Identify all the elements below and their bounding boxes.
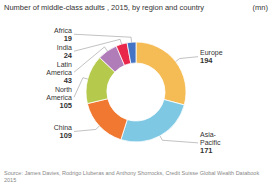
svg-text:Asia-: Asia- xyxy=(200,131,217,138)
svg-text:China: China xyxy=(54,124,72,131)
svg-text:194: 194 xyxy=(200,56,213,65)
svg-text:Europe: Europe xyxy=(200,49,223,57)
svg-text:Latin: Latin xyxy=(57,61,72,68)
svg-text:Pacific: Pacific xyxy=(200,139,221,146)
svg-text:America: America xyxy=(46,69,72,76)
svg-text:171: 171 xyxy=(200,146,213,155)
svg-text:43: 43 xyxy=(64,76,72,85)
svg-text:19: 19 xyxy=(64,34,72,43)
svg-text:America: America xyxy=(46,94,72,101)
html-text:(mn): (mn) xyxy=(252,2,268,12)
html-text:Source: James Davies, Rodrigo: Source: James Davies, Rodrigo Lluberas a… xyxy=(4,170,260,183)
svg-text:24: 24 xyxy=(64,51,73,60)
svg-text:North: North xyxy=(55,86,72,93)
svg-text:Africa: Africa xyxy=(54,27,72,34)
svg-text:India: India xyxy=(57,44,72,51)
svg-text:109: 109 xyxy=(59,131,72,140)
svg-text:105: 105 xyxy=(59,101,72,110)
html-text:Number of middle-class adults: Number of middle-class adults , 2015, by… xyxy=(4,2,205,12)
